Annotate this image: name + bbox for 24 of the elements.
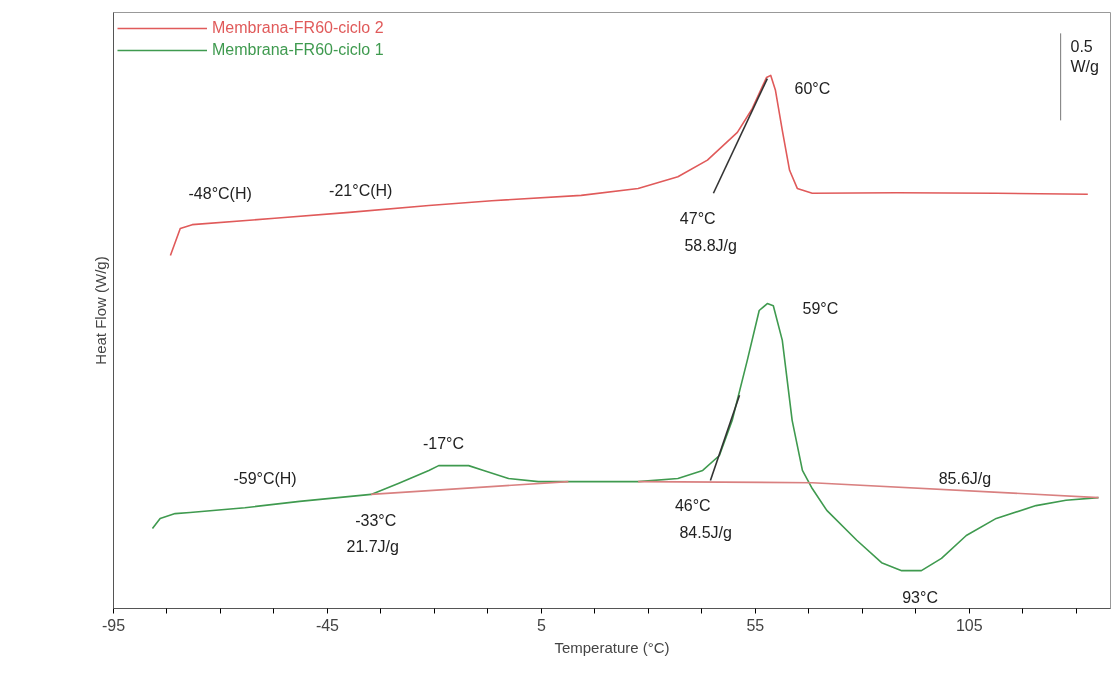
y-axis-title: Heat Flow (W/g) <box>91 256 109 365</box>
text: Membrana-FR60-ciclo 1 <box>212 41 384 59</box>
x-tick-label: 5 <box>536 616 546 634</box>
annotation: 85.6J/g <box>938 470 992 488</box>
text: 0.5 W/g <box>1070 37 1099 75</box>
annotation: 21.7J/g <box>346 538 399 556</box>
x-axis-title: Temperature (°C) <box>554 638 670 656</box>
annotation: 60°C <box>794 80 831 98</box>
annotation: -48°C(H) <box>188 185 252 203</box>
x-tick-label: -95 <box>101 616 126 634</box>
annotation: 84.5J/g <box>679 523 732 541</box>
annotation: 93°C <box>902 589 938 607</box>
text: Membrana-FR60-ciclo 2 <box>212 19 384 37</box>
annotation: 46°C <box>674 496 711 514</box>
annotation: 58.8J/g <box>684 237 737 255</box>
x-tick-label: 55 <box>746 616 765 634</box>
annotation: -21°C(H) <box>329 182 393 200</box>
annotation: -17°C <box>422 434 465 452</box>
annotation: -59°C(H) <box>233 470 297 488</box>
annotation: 59°C <box>802 300 839 318</box>
annotation: 47°C <box>679 210 716 228</box>
annotation: -33°C <box>355 511 397 529</box>
x-tick-label: 105 <box>955 616 983 634</box>
x-tick-label: -45 <box>315 616 340 634</box>
